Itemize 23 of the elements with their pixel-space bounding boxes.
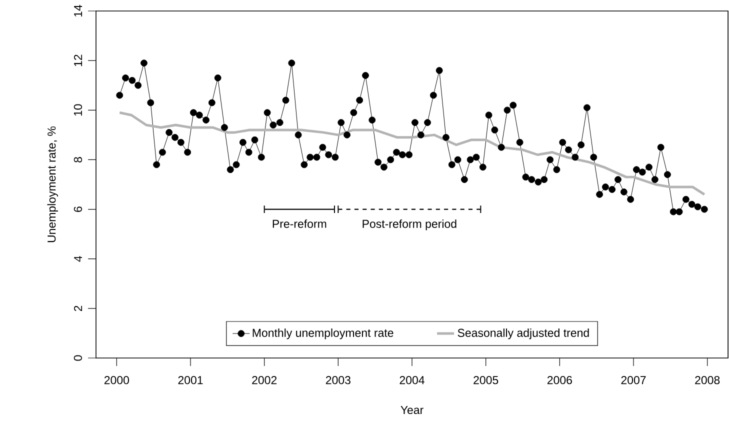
y-axis-title: Unemployment rate, % bbox=[47, 126, 58, 242]
x-tick-label: 2003 bbox=[326, 376, 350, 384]
x-tick-label: 2001 bbox=[178, 376, 203, 384]
y-tick-label: 14 bbox=[74, 4, 82, 17]
x-tick-label: 2002 bbox=[252, 376, 277, 384]
x-tick-label: 2007 bbox=[621, 376, 646, 384]
x-tick-label: 2000 bbox=[104, 376, 130, 384]
y-tick-label: 10 bbox=[74, 104, 82, 116]
y-tick-label: 12 bbox=[74, 54, 82, 66]
x-tick-label: 2008 bbox=[695, 376, 720, 384]
x-axis-title: Year bbox=[400, 406, 424, 414]
y-tick-label: 0 bbox=[74, 355, 82, 361]
y-tick-label: 4 bbox=[74, 256, 82, 262]
y-tick-label: 2 bbox=[74, 306, 82, 312]
legend-label: Seasonally adjusted trend bbox=[458, 328, 589, 340]
y-tick-label: 6 bbox=[74, 206, 82, 212]
series-label: Pre-reform bbox=[272, 219, 326, 228]
x-tick-label: 2004 bbox=[400, 376, 424, 384]
x-tick-label: 2005 bbox=[474, 376, 498, 384]
legend-label: Monthly unemployment rate bbox=[252, 328, 394, 340]
y-tick-label: 8 bbox=[74, 157, 82, 162]
x-tick-label: 2006 bbox=[547, 376, 572, 384]
series-label: Post-reform period bbox=[362, 219, 456, 230]
